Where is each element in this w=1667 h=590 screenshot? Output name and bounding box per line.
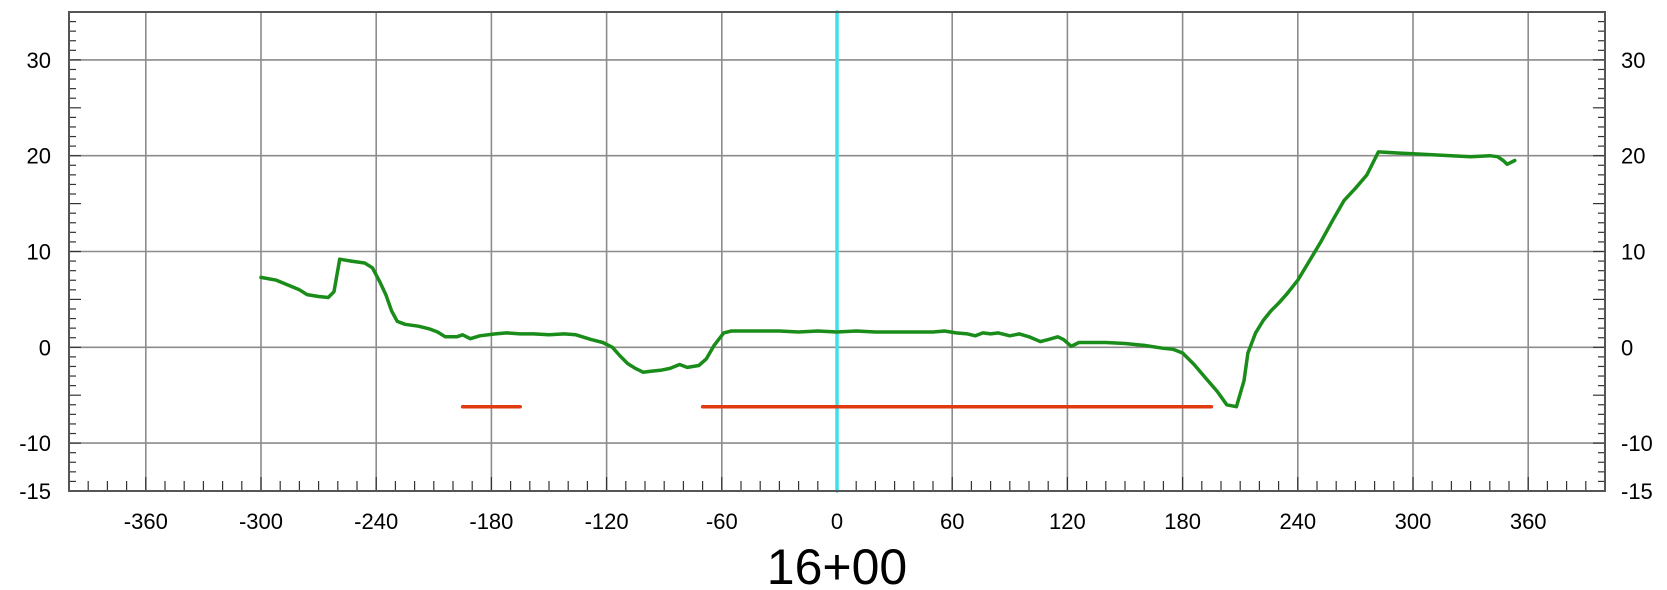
y-tick-label-right: -10 [1621, 431, 1653, 456]
x-tick-label: -60 [706, 509, 738, 534]
x-tick-label: -360 [124, 509, 168, 534]
x-tick-label: 180 [1164, 509, 1201, 534]
y-tick-label-right: 30 [1621, 48, 1645, 73]
y-tick-label-left: 30 [27, 48, 51, 73]
y-tick-label-right: -15 [1621, 479, 1653, 504]
station-label: 16+00 [767, 539, 907, 590]
x-tick-label: -120 [585, 509, 629, 534]
x-tick-label: -180 [469, 509, 513, 534]
ground-profile-line [259, 150, 1517, 409]
x-tick-label: 360 [1510, 509, 1547, 534]
y-tick-label-right: 0 [1621, 335, 1633, 360]
y-tick-label-left: -15 [19, 479, 51, 504]
y-tick-label-left: 0 [39, 335, 51, 360]
x-tick-label: 240 [1279, 509, 1316, 534]
minor-ticks [68, 11, 1606, 492]
y-tick-label-left: 20 [27, 144, 51, 169]
x-tick-label: 300 [1395, 509, 1432, 534]
y-tick-label-right: 20 [1621, 144, 1645, 169]
x-tick-label: 120 [1049, 509, 1086, 534]
x-tick-label: -240 [354, 509, 398, 534]
tick-labels: -360 -300 -240 -180 -120 -60 0 60 120 180 240 300 36… [19, 48, 1653, 534]
x-tick-label: 60 [940, 509, 964, 534]
plot-frame [68, 11, 1606, 492]
x-tick-label: -300 [239, 509, 283, 534]
y-tick-label-left: 10 [27, 240, 51, 265]
series-layer [259, 10, 1517, 493]
y-tick-label-left: -10 [19, 431, 51, 456]
y-tick-label-right: 10 [1621, 240, 1645, 265]
x-tick-label: 0 [831, 509, 843, 534]
